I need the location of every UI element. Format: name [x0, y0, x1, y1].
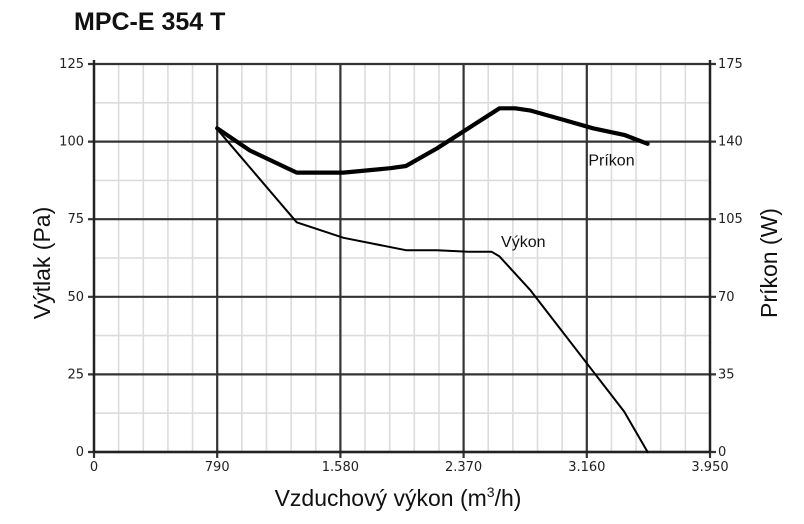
x-axis-label: Vzduchový výkon (m3/h): [275, 484, 522, 511]
x-axis-label-main: Vzduchový výkon (m: [275, 485, 487, 511]
x-tick-label: 1.580: [322, 460, 359, 475]
y2-axis-label: Príkon (W): [756, 208, 782, 318]
major-grid: [88, 62, 716, 458]
chart-title: MPC-E 354 T: [74, 8, 226, 36]
x-axis-ticks: 0 790 1.580 2.370 3.160 3.950: [90, 460, 729, 475]
series-label: Výkon: [501, 234, 545, 251]
y-tick-label: 0: [76, 445, 84, 460]
y2-tick-label: 0: [718, 445, 726, 460]
y-axis-label: Výtlak (Pa): [29, 207, 55, 319]
x-axis-label-end: /h): [495, 485, 522, 511]
y-tick-label: 125: [59, 57, 84, 72]
y-tick-label: 100: [59, 135, 84, 150]
y2-axis-ticks: 0 35 70 105 140 175: [718, 57, 743, 460]
y-tick-label: 25: [67, 367, 84, 382]
y2-tick-label: 70: [718, 290, 735, 305]
y2-tick-label: 105: [718, 212, 743, 227]
series-line-prikon: [215, 106, 650, 175]
y2-tick-label: 140: [718, 135, 743, 150]
y-tick-label: 50: [67, 290, 84, 305]
minor-grid: [94, 64, 710, 452]
x-tick-label: 2.370: [445, 460, 482, 475]
series-label-layer: Príkon Výkon: [501, 152, 635, 251]
x-tick-label: 790: [205, 460, 230, 475]
series-line-vykon: [216, 128, 649, 453]
x-tick-label: 3.160: [568, 460, 605, 475]
x-tick-label: 0: [90, 460, 98, 475]
series-label: Príkon: [588, 152, 634, 169]
x-tick-label: 3.950: [691, 460, 728, 475]
x-axis-label-sup: 3: [487, 484, 495, 500]
y-tick-label: 75: [67, 212, 84, 227]
series-lines: [215, 106, 650, 453]
y2-tick-label: 35: [718, 367, 735, 382]
y2-tick-label: 175: [718, 57, 743, 72]
axes: [92, 60, 712, 454]
y-axis-ticks: 0 25 50 75 100 125: [59, 57, 84, 460]
